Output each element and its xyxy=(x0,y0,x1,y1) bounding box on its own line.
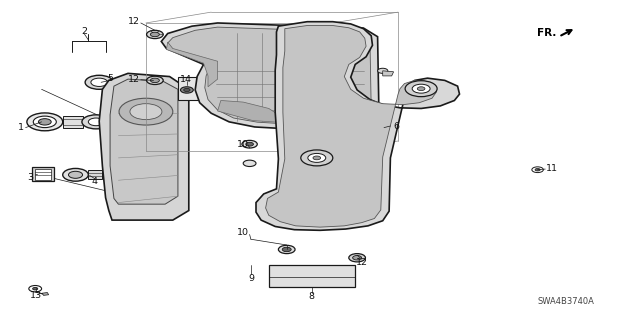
Circle shape xyxy=(535,168,540,171)
Polygon shape xyxy=(218,100,291,123)
Polygon shape xyxy=(99,73,189,220)
Polygon shape xyxy=(42,293,49,295)
Text: 9: 9 xyxy=(248,274,254,283)
Circle shape xyxy=(27,113,63,131)
Circle shape xyxy=(353,256,362,260)
Circle shape xyxy=(33,116,56,128)
Polygon shape xyxy=(110,79,178,204)
Circle shape xyxy=(349,254,365,262)
Text: 12: 12 xyxy=(129,75,140,84)
Text: FR.: FR. xyxy=(538,28,557,39)
Circle shape xyxy=(184,88,190,92)
Polygon shape xyxy=(266,26,436,227)
Circle shape xyxy=(85,75,113,89)
Circle shape xyxy=(130,104,162,120)
Circle shape xyxy=(38,119,51,125)
Circle shape xyxy=(180,87,193,93)
Polygon shape xyxy=(256,22,460,230)
Circle shape xyxy=(82,115,110,129)
Circle shape xyxy=(378,68,388,73)
Text: 12: 12 xyxy=(356,258,367,267)
Polygon shape xyxy=(269,265,355,287)
Circle shape xyxy=(282,247,291,252)
Polygon shape xyxy=(88,170,102,179)
Circle shape xyxy=(88,118,104,126)
Polygon shape xyxy=(35,169,51,180)
Circle shape xyxy=(119,98,173,125)
Circle shape xyxy=(246,142,253,146)
Polygon shape xyxy=(112,80,120,85)
Circle shape xyxy=(29,286,42,292)
Polygon shape xyxy=(108,116,118,121)
Circle shape xyxy=(405,81,437,97)
Circle shape xyxy=(278,245,295,254)
Circle shape xyxy=(308,153,326,162)
Circle shape xyxy=(63,168,88,181)
Polygon shape xyxy=(168,27,371,124)
Circle shape xyxy=(301,150,333,166)
Text: 1: 1 xyxy=(17,123,24,132)
Text: 10: 10 xyxy=(237,140,249,149)
Circle shape xyxy=(417,87,425,91)
Text: 11: 11 xyxy=(546,164,557,173)
Circle shape xyxy=(412,84,430,93)
Polygon shape xyxy=(63,116,83,128)
Text: 3: 3 xyxy=(28,173,34,182)
Polygon shape xyxy=(178,77,198,100)
Polygon shape xyxy=(32,167,54,181)
Polygon shape xyxy=(383,71,394,76)
Circle shape xyxy=(68,171,83,178)
Circle shape xyxy=(33,287,38,290)
Text: SWA4B3740A: SWA4B3740A xyxy=(538,297,595,306)
Text: 10: 10 xyxy=(237,228,249,237)
Text: 5: 5 xyxy=(107,74,113,83)
Circle shape xyxy=(147,76,163,85)
Circle shape xyxy=(150,32,159,37)
Circle shape xyxy=(150,78,159,83)
Polygon shape xyxy=(161,23,379,129)
Circle shape xyxy=(147,30,163,39)
Text: 2: 2 xyxy=(81,27,88,36)
Text: 12: 12 xyxy=(129,17,140,26)
Circle shape xyxy=(242,140,257,148)
Text: 14: 14 xyxy=(180,75,191,84)
Text: 6: 6 xyxy=(394,122,400,130)
Circle shape xyxy=(91,78,108,86)
Polygon shape xyxy=(166,42,218,87)
Text: 8: 8 xyxy=(308,292,315,300)
Text: 4: 4 xyxy=(92,177,98,186)
Circle shape xyxy=(313,156,321,160)
Text: 13: 13 xyxy=(31,291,42,300)
Circle shape xyxy=(243,160,256,167)
Circle shape xyxy=(532,167,543,173)
